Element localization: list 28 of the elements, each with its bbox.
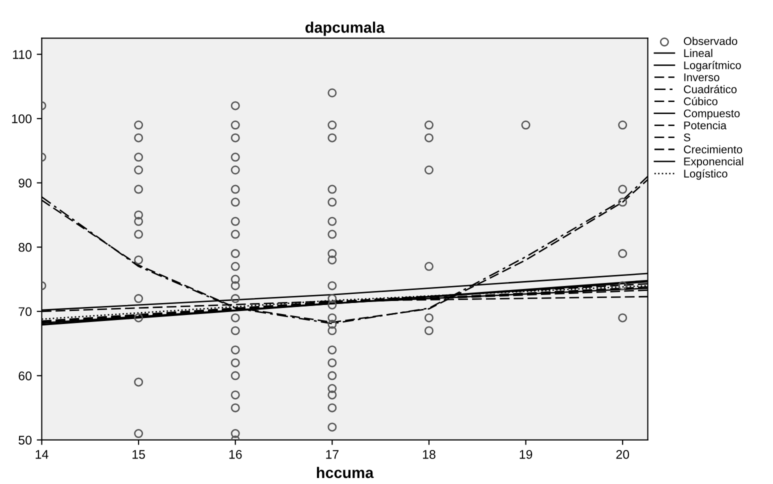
legend-label: Cúbico <box>684 96 718 106</box>
y-tick-label: 100 <box>12 114 32 124</box>
x-tick-label: 20 <box>616 450 630 459</box>
legend-label: Crecimiento <box>684 145 742 154</box>
y-tick-label: 60 <box>18 371 32 380</box>
legend-label: Potencia <box>684 121 727 130</box>
legend-label: Logístico <box>684 169 728 180</box>
legend-label: Exponencial <box>684 157 744 168</box>
y-tick-label: 70 <box>18 307 32 316</box>
y-tick-label: 50 <box>18 436 32 445</box>
legend-label: Cuadrático <box>684 84 737 94</box>
y-tick-label: 110 <box>13 50 32 59</box>
x-tick-label: 17 <box>326 450 338 459</box>
legend-label: Compuesto <box>684 109 740 120</box>
x-tick-label: 19 <box>520 450 532 459</box>
y-tick-label: 80 <box>18 242 32 252</box>
chart-title: dapcumala <box>305 22 385 36</box>
legend-label: S <box>684 133 690 142</box>
x-tick-label: 16 <box>229 450 242 459</box>
legend-label: Inverso <box>684 73 720 82</box>
x-tick-label: 14 <box>36 450 48 459</box>
x-tick-label: 18 <box>422 450 436 459</box>
legend-label: Observado <box>684 36 738 46</box>
legend-label: Lineal <box>684 48 712 58</box>
x-axis-title: hccuma <box>316 466 374 478</box>
x-tick-label: 15 <box>132 450 145 459</box>
legend-label: Logarítmico <box>684 60 741 72</box>
y-tick-label: 90 <box>18 178 32 188</box>
